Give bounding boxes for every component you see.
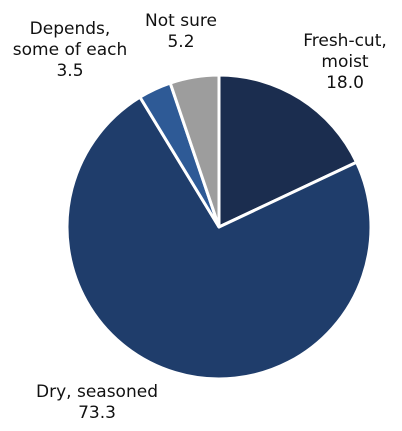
slice-label-line-1-0: Dry, seasoned <box>36 382 158 402</box>
pie-slice-0 <box>217 73 359 229</box>
slice-label-3: Not sure 5.2 <box>145 11 217 52</box>
slice-value-3: 5.2 <box>167 32 194 52</box>
pie-labels: Fresh-cut, moist 18.0 Dry, seasoned 73.3 Depe… <box>13 11 387 423</box>
slice-label-line-3-0: Not sure <box>145 11 217 31</box>
slice-label-0: Fresh-cut, moist 18.0 <box>303 31 387 93</box>
pie-slice-1 <box>65 95 373 381</box>
slice-label-line-0-0: Fresh-cut, <box>303 31 387 51</box>
slice-value-1: 73.3 <box>78 403 116 423</box>
slice-label-line-2-1: some of each <box>13 40 127 60</box>
slice-label-2: Depends, some of each 3.5 <box>13 19 127 81</box>
slice-label-line-0-1: moist <box>321 52 369 72</box>
slice-label-line-2-0: Depends, <box>30 19 111 39</box>
pie-slices <box>65 73 373 381</box>
slice-value-0: 18.0 <box>326 73 364 93</box>
slice-label-1: Dry, seasoned 73.3 <box>36 382 158 423</box>
pie-slice-3 <box>168 73 221 229</box>
slice-value-2: 3.5 <box>56 61 83 81</box>
